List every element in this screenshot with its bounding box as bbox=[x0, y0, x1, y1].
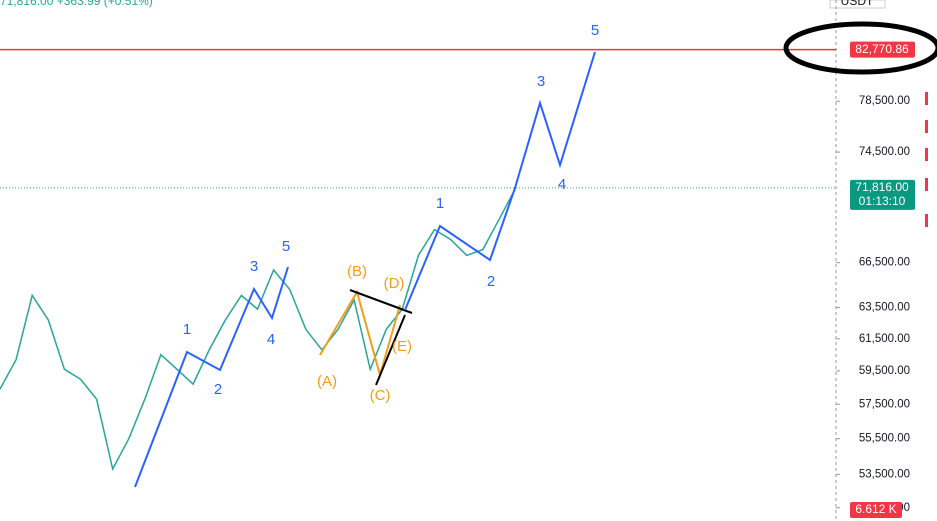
y-tick-label: 74,500.00 bbox=[859, 146, 910, 158]
marker[interactable] bbox=[925, 148, 928, 161]
wave-label: 1 bbox=[183, 321, 191, 338]
wave-label: (B) bbox=[347, 263, 367, 280]
header-quote: 71,816.00 +363.99 (+0.51%) bbox=[0, 0, 153, 8]
trend-line bbox=[349, 289, 413, 314]
wave-label: (E) bbox=[392, 338, 412, 355]
resistance-tag bbox=[850, 41, 915, 58]
price-line bbox=[0, 189, 516, 472]
currency: USDT bbox=[841, 0, 874, 8]
y-tick-label: 78,500.00 bbox=[859, 95, 910, 107]
resistance-label: 82,770.86 bbox=[855, 42, 909, 56]
y-tick-label: 57,500.00 bbox=[859, 398, 910, 410]
wave-label: 3 bbox=[250, 258, 258, 275]
wave-drawings bbox=[134, 21, 937, 488]
marker[interactable] bbox=[925, 214, 928, 227]
currency-button[interactable] bbox=[829, 0, 886, 9]
last-price-label: 71,816.00 bbox=[855, 180, 909, 194]
wave-label: 5 bbox=[282, 238, 290, 255]
y-tick-label: 59,500.00 bbox=[859, 365, 910, 377]
trend-line bbox=[375, 314, 406, 386]
y-tick-label: 61,500.00 bbox=[859, 333, 910, 345]
countdown: 01:13:10 bbox=[859, 194, 906, 208]
y-tick-label: 55,500.00 bbox=[859, 433, 910, 445]
wave-label: 1 bbox=[436, 195, 444, 212]
wave-label: (D) bbox=[384, 275, 405, 292]
marker[interactable] bbox=[925, 92, 928, 105]
highlight-circle bbox=[783, 21, 937, 75]
wave-label: 5 bbox=[591, 22, 599, 39]
wave-label: (C) bbox=[370, 387, 391, 404]
y-tick-label: 63,500.00 bbox=[859, 302, 910, 314]
toolbar bbox=[925, 92, 928, 227]
wave-label: (A) bbox=[317, 373, 337, 390]
y-tick-label: 53,500.00 bbox=[859, 468, 910, 480]
wave-label: 2 bbox=[214, 381, 222, 398]
correction-line bbox=[319, 289, 401, 379]
wave-label: 4 bbox=[558, 176, 566, 193]
projection-line bbox=[404, 51, 596, 311]
y-tick-label: 66,500.00 bbox=[859, 257, 910, 269]
last-price-tag bbox=[850, 179, 915, 210]
wave-line bbox=[134, 266, 289, 488]
wave-label: 2 bbox=[487, 273, 495, 290]
volume-label: 6.612 K bbox=[855, 502, 896, 516]
marker[interactable] bbox=[925, 178, 928, 191]
marker[interactable] bbox=[925, 120, 928, 133]
volume-tag bbox=[850, 502, 902, 518]
wave-label: 3 bbox=[537, 73, 545, 90]
wave-label: 4 bbox=[267, 331, 275, 348]
